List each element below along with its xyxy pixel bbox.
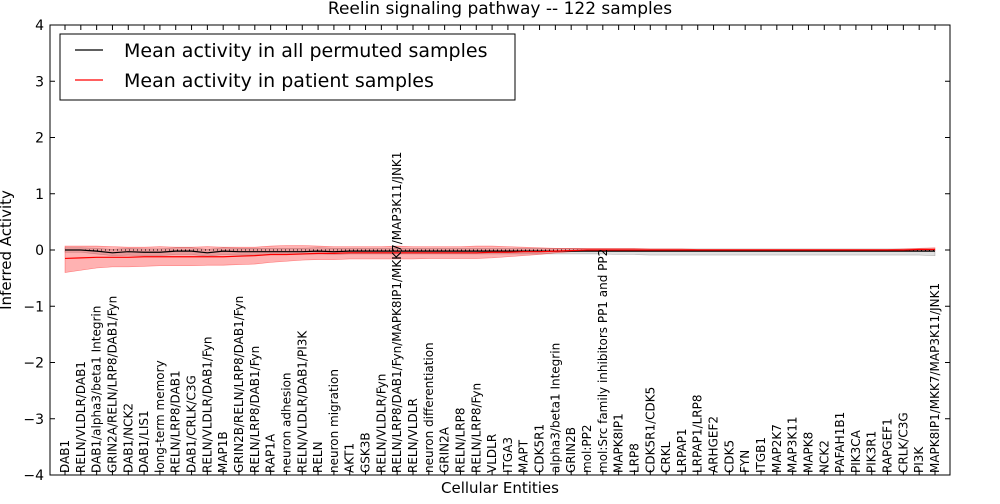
x-tick-label: long-term memory — [153, 360, 167, 473]
x-tick-label: LRPAP1/LRP8 — [691, 394, 705, 473]
x-tick-label: RAPGEF1 — [881, 418, 895, 473]
x-tick-label: FYN — [738, 450, 752, 473]
y-tick-label: 3 — [35, 74, 44, 90]
x-tick-label: PAFAH1B1 — [833, 412, 847, 473]
x-tick-label: MAP2K7 — [770, 424, 784, 473]
x-tick-label: PIK3R1 — [865, 431, 879, 473]
x-tick-label: DAB1/alpha3/beta1 Integrin — [90, 306, 104, 473]
x-tick-label: CRLK/C3G — [896, 412, 910, 473]
x-tick-label: PIK3CA — [849, 429, 863, 473]
y-tick-label: 2 — [35, 131, 44, 147]
legend-label-2: Mean activity in patient samples — [124, 70, 434, 92]
x-tick-label: mol:PP2 — [580, 424, 594, 473]
x-tick-label: RELN/LRP8 — [453, 407, 467, 473]
x-tick-label: GRIN2A/RELN/LRP8/DAB1/Fyn — [105, 296, 119, 473]
x-tick-label: RELN/VLDLR/DAB1/Fyn — [200, 337, 214, 473]
x-tick-label: MAP3K11 — [786, 416, 800, 473]
x-tick-label: RELN — [311, 441, 325, 473]
x-tick-label: RELN/LRP8/DAB1/Fyn/MAPK8IP1/MKK7/MAP3K11… — [390, 152, 404, 473]
y-tick-label: −3 — [23, 412, 44, 428]
x-tick-label: AKT1 — [343, 443, 357, 473]
y-tick-label: 0 — [35, 243, 44, 259]
x-tick-label: DAB1 — [58, 440, 72, 473]
x-tick-label: GRIN2B — [564, 427, 578, 473]
legend-label-1: Mean activity in all permuted samples — [124, 40, 487, 62]
y-tick-label: −2 — [23, 356, 44, 372]
y-tick-label: 1 — [35, 187, 44, 203]
x-tick-label: mol:Src family inhibitors PP1 and PP2 — [596, 249, 610, 473]
x-tick-label: CRKL — [659, 441, 673, 473]
x-tick-label: GRIN2A — [438, 426, 452, 473]
y-tick-label: −1 — [23, 299, 44, 315]
series-1-line — [65, 249, 935, 254]
x-tick-label: VLDLR — [485, 434, 499, 473]
x-tick-label: RAP1A — [264, 433, 278, 473]
x-tick-label: CDK5R1/CDK5 — [643, 387, 657, 473]
x-tick-label: RELN/VLDLR — [406, 398, 420, 473]
x-tick-label: MAPK8IP1 — [612, 413, 626, 473]
x-tick-label: DAB1/NCK2 — [121, 403, 135, 473]
x-tick-label: alpha3/beta1 Integrin — [548, 343, 562, 473]
x-tick-label: neuron differentiation — [422, 342, 436, 473]
x-tick-label: RELN/VLDLR/DAB1/PI3K — [295, 330, 309, 473]
x-tick-label: MAPK8IP1/MKK7/MAP3K11/JNK1 — [928, 283, 942, 473]
x-tick-label: CDK5R1 — [533, 424, 547, 473]
x-tick-label: NCK2 — [817, 440, 831, 473]
x-tick-label: RELN/LRP8/Fyn — [469, 383, 483, 473]
x-tick-label: DAB1/LIS1 — [137, 410, 151, 473]
x-tick-label: MAPK8 — [801, 432, 815, 473]
x-axis-label: Cellular Entities — [441, 479, 559, 497]
legend-box — [59, 33, 516, 101]
y-tick-label: −4 — [23, 468, 44, 484]
x-tick-label: MAP1B — [216, 431, 230, 473]
x-tick-label: MAPT — [517, 439, 531, 473]
x-tick-label: RELN/LRP8/DAB1/Fyn — [248, 346, 262, 473]
x-tick-label: LRP8 — [627, 443, 641, 473]
x-tick-label: CDK5 — [722, 440, 736, 473]
x-tick-label: neuron migration — [327, 369, 341, 473]
x-tick-label: ITGB1 — [754, 437, 768, 473]
y-tick-label: 4 — [35, 18, 44, 34]
x-tick-label: ITGA3 — [501, 437, 515, 473]
x-tick-label: GRIN2B/RELN/LRP8/DAB1/Fyn — [232, 296, 246, 473]
x-tick-label: PI3K — [912, 446, 926, 473]
x-tick-label: LRPAP1 — [675, 428, 689, 473]
x-tick-label: neuron adhesion — [279, 372, 293, 473]
legend: Mean activity in all permuted samples Mea… — [59, 33, 516, 101]
x-tick-label: ARHGEF2 — [707, 416, 721, 473]
x-tick-label: GSK3B — [359, 432, 373, 473]
x-tick-label: RELN/VLDLR/DAB1 — [74, 361, 88, 473]
x-tick-label: RELN/LRP8/DAB1 — [169, 370, 183, 473]
chart-title: Reelin signaling pathway -- 122 samples — [328, 0, 672, 19]
x-tick-label: RELN/VLDLR/Fyn — [374, 374, 388, 473]
y-axis-label: Inferred Activity — [0, 190, 15, 310]
series-2-line — [64, 248, 935, 260]
x-tick-label: DAB1/CRLK/C3G — [185, 375, 199, 473]
